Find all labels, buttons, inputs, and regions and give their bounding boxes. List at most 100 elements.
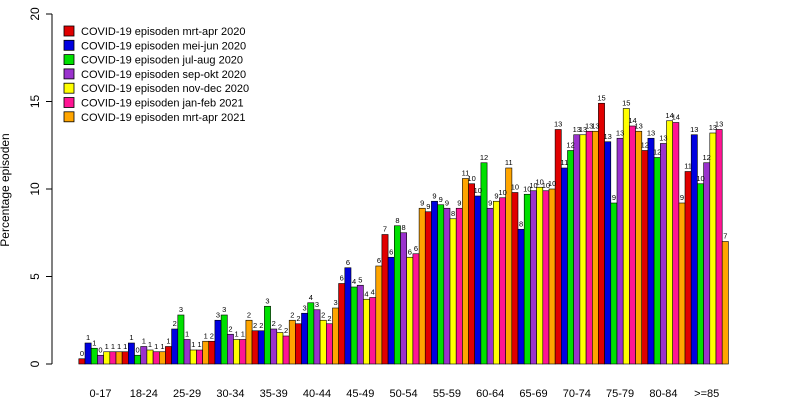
bar-value-label: 15 (597, 93, 605, 102)
bar (375, 265, 383, 365)
bar-value-label: 4 (371, 288, 375, 297)
x-tick-label: 0-17 (89, 388, 111, 400)
bar (573, 134, 581, 365)
bar-value-label: 7 (383, 225, 387, 234)
bar-value-label: 6 (408, 247, 412, 256)
bar (629, 125, 636, 365)
bar-value-label: 2 (272, 319, 276, 328)
bar (288, 319, 296, 365)
bars-group (78, 102, 729, 365)
bar (363, 298, 370, 365)
legend-entry: COVID-19 episoden mei-jun 2020 (81, 40, 246, 52)
legend-swatch (63, 97, 75, 108)
bar-value-label: 2 (327, 314, 331, 323)
bar (530, 190, 537, 365)
bar (109, 351, 117, 365)
bar (115, 351, 123, 365)
bar (313, 309, 321, 365)
bar-value-label: 10 (474, 186, 482, 195)
bar (307, 302, 315, 365)
bar (146, 349, 154, 365)
bar-value-label: 13 (579, 125, 587, 134)
bar-value-label: 12 (480, 153, 488, 162)
bar (635, 130, 643, 365)
bar-value-label: 13 (709, 123, 717, 132)
bar (468, 183, 475, 365)
y-axis: 0 5 10 15 20 (28, 7, 53, 367)
bar (418, 207, 426, 365)
bar (294, 323, 302, 365)
bar (103, 351, 111, 365)
bar (332, 307, 339, 365)
bar-value-label: 9 (439, 195, 443, 204)
bar-value-label: 9 (457, 198, 461, 207)
bar-value-label: 13 (635, 121, 643, 130)
bar (443, 207, 451, 365)
bar-value-label: 1 (166, 337, 170, 346)
bar-value-label: 2 (296, 314, 300, 323)
legend-entry: COVID-19 episoden mrt-apr 2021 (81, 112, 245, 124)
bar (666, 120, 673, 365)
bar (350, 286, 358, 365)
bar (282, 335, 290, 365)
bar-value-label: 10 (542, 181, 550, 190)
bar-value-label: 4 (352, 277, 356, 286)
legend-entry: COVID-19 episoden nov-dec 2020 (81, 83, 249, 95)
bar (499, 197, 506, 365)
bar (659, 143, 667, 365)
bar (585, 130, 593, 365)
bar (492, 200, 500, 365)
bar-value-label: 1 (142, 337, 146, 346)
x-tick-label: 60-64 (476, 388, 504, 400)
bar-value-label: 3 (303, 303, 307, 312)
bar-value-label: 3 (334, 298, 338, 307)
bar-value-label: 1 (129, 333, 133, 342)
bar-value-label: 2 (284, 326, 288, 335)
bar (641, 150, 649, 365)
bar-value-label: 15 (622, 99, 630, 108)
x-tick-label: >=85 (694, 388, 719, 400)
y-tick-label: 15 (28, 95, 42, 109)
bar-value-label: 1 (148, 340, 152, 349)
x-tick-label: 25-29 (173, 388, 201, 400)
bar (84, 342, 92, 365)
bar (517, 228, 525, 365)
bar-value-label: 8 (451, 209, 455, 218)
bar-value-label: 1 (160, 342, 164, 351)
bar-value-label: 13 (591, 121, 599, 130)
bar-value-label: 2 (173, 319, 177, 328)
bar-value-label: 9 (488, 198, 492, 207)
bar-value-label: 13 (573, 125, 581, 134)
bar-value-label: 12 (641, 141, 649, 150)
legend: COVID-19 episoden mrt-apr 2020 COVID-19 e… (63, 25, 249, 124)
bar (579, 134, 587, 365)
bar (369, 297, 377, 365)
legend-entry: COVID-19 episoden sep-okt 2020 (81, 69, 246, 81)
bar (437, 204, 445, 365)
bar-value-label: 3 (216, 310, 220, 319)
bar (610, 202, 618, 365)
bar (616, 137, 624, 365)
bar-value-label: 10 (467, 174, 475, 183)
bar (233, 339, 240, 365)
bar (567, 150, 574, 365)
bar (165, 346, 172, 365)
bar-value-label: 6 (414, 244, 418, 253)
bar-value-label: 13 (616, 128, 624, 137)
bar (270, 328, 278, 365)
bar (152, 351, 160, 365)
bar (412, 253, 420, 365)
bar (709, 132, 717, 365)
bar (449, 218, 457, 365)
bar (356, 284, 364, 365)
bar (121, 351, 129, 365)
bar-value-label: 9 (494, 191, 498, 200)
bar-value-label: 13 (659, 134, 667, 143)
bar (97, 354, 104, 365)
bar-value-label: 11 (462, 169, 470, 178)
bar (202, 340, 210, 365)
bar-value-label: 10 (498, 188, 506, 197)
bar (227, 333, 234, 365)
